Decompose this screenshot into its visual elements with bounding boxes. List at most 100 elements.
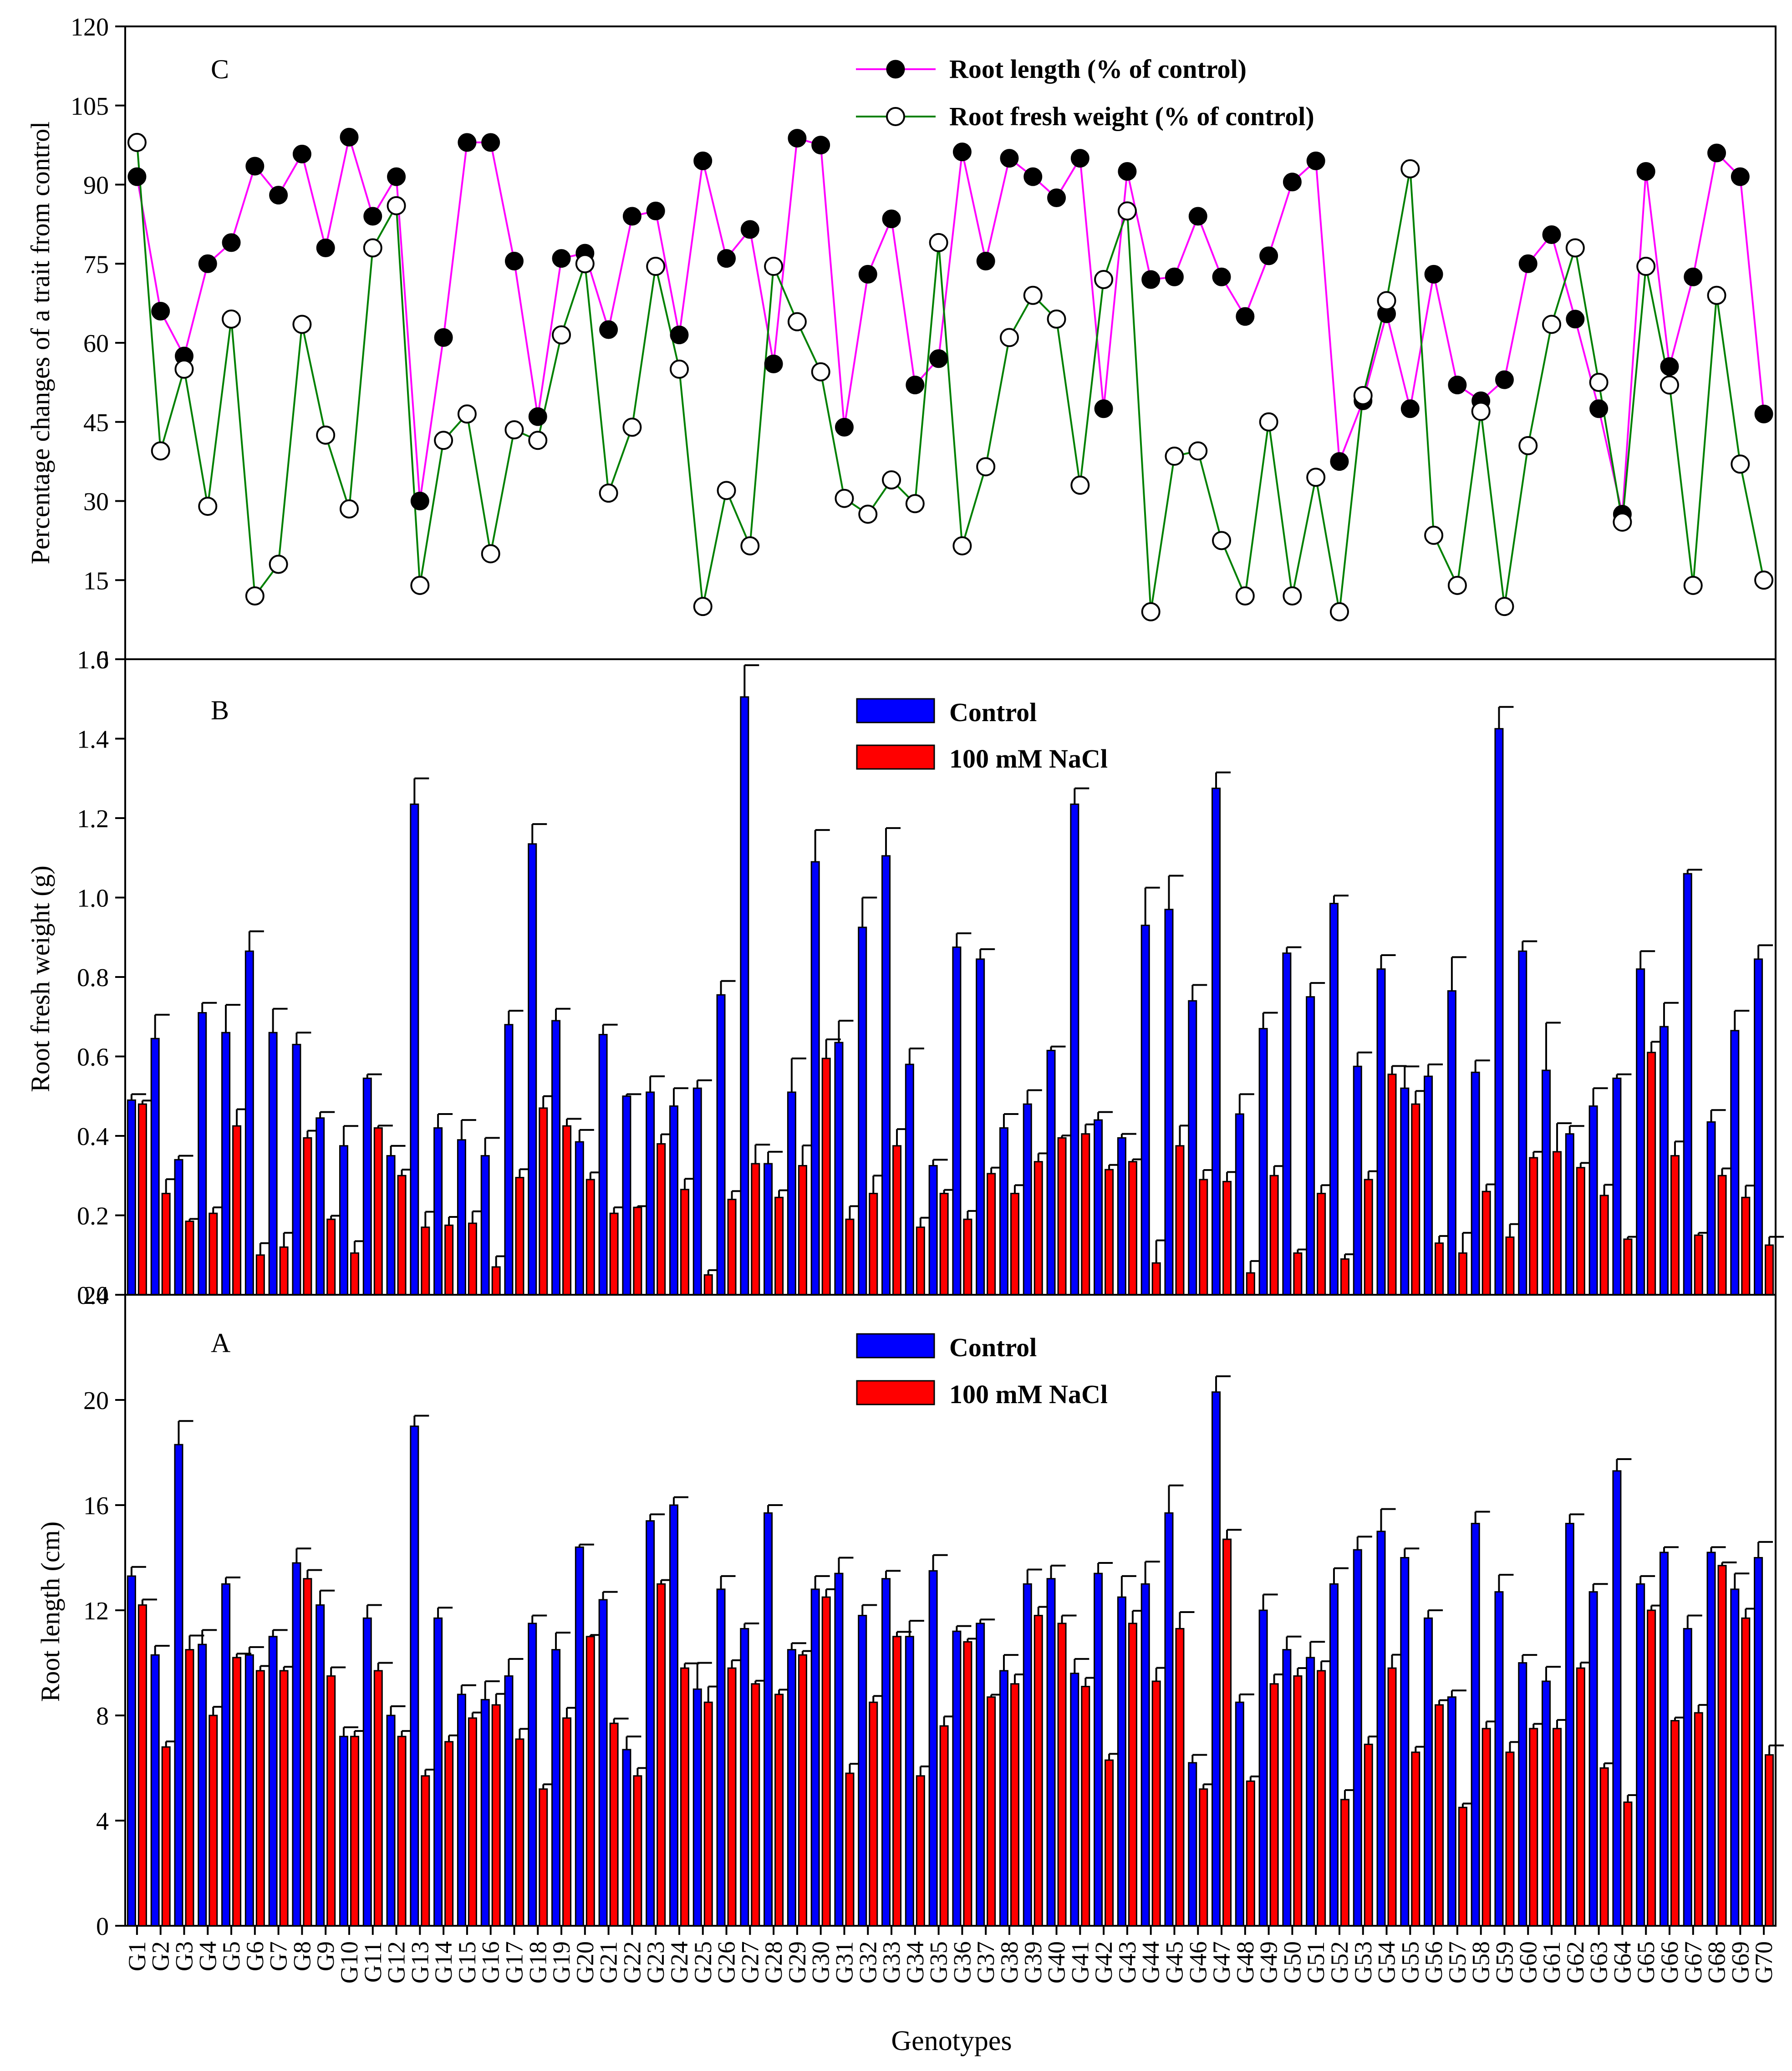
root-fresh-weight-point bbox=[646, 257, 666, 276]
x-tick-label: G24 bbox=[666, 1941, 693, 1984]
root-fresh-weight-point bbox=[1259, 412, 1278, 432]
control-bar bbox=[1212, 788, 1221, 1296]
legend-marker-root-length bbox=[886, 60, 905, 79]
root-fresh-weight-point bbox=[151, 441, 170, 461]
root-fresh-weight-point bbox=[1094, 270, 1114, 289]
control-bar bbox=[1140, 1583, 1150, 1927]
control-bar bbox=[1212, 1391, 1221, 1927]
root-length-point bbox=[198, 254, 217, 273]
x-tick-label: G4 bbox=[194, 1941, 221, 1971]
nacl-bar bbox=[1293, 1675, 1303, 1927]
root-length-point bbox=[269, 186, 288, 205]
root-fresh-weight-point bbox=[858, 504, 878, 524]
control-bar bbox=[976, 958, 985, 1296]
root-length-point bbox=[222, 233, 241, 252]
root-fresh-weight-point bbox=[952, 536, 972, 555]
nacl-bar bbox=[916, 1226, 925, 1296]
nacl-bar bbox=[515, 1738, 524, 1927]
nacl-bar bbox=[539, 1107, 548, 1296]
root-length-point bbox=[504, 251, 524, 270]
nacl-bar bbox=[1553, 1728, 1562, 1927]
root-fresh-weight-point bbox=[1447, 575, 1467, 595]
root-fresh-weight-point bbox=[999, 328, 1019, 347]
nacl-bar bbox=[1387, 1074, 1397, 1296]
root-length-point bbox=[1754, 404, 1773, 423]
x-tick-label: G29 bbox=[784, 1941, 811, 1984]
x-tick-label: G19 bbox=[548, 1941, 575, 1984]
x-tick-label: G12 bbox=[383, 1941, 410, 1984]
nacl-bar bbox=[869, 1193, 878, 1296]
root-fresh-weight-point bbox=[1565, 238, 1585, 258]
control-bar bbox=[598, 1599, 608, 1927]
control-bar bbox=[1542, 1069, 1551, 1296]
nacl-bar bbox=[1694, 1712, 1703, 1927]
x-tick-label: G70 bbox=[1750, 1941, 1777, 1984]
panel-c: C 0 15 30 45 60 75 90 105 120 Percentage changes… bbox=[25, 13, 1777, 674]
root-length-point bbox=[1542, 225, 1561, 244]
nacl-bar bbox=[373, 1127, 383, 1296]
nacl-bar bbox=[1670, 1720, 1680, 1927]
nacl-bar bbox=[1151, 1680, 1161, 1927]
control-bar bbox=[1376, 1531, 1386, 1927]
root-length-point bbox=[906, 376, 925, 395]
y-tick-label: 120 bbox=[71, 13, 109, 41]
root-length-point bbox=[127, 167, 147, 186]
nacl-bar bbox=[255, 1670, 265, 1927]
nacl-bar bbox=[987, 1173, 996, 1296]
root-fresh-weight-point bbox=[929, 233, 948, 252]
legend-label-control: Control bbox=[949, 697, 1037, 727]
y-tick-label: 0.2 bbox=[77, 1202, 109, 1231]
legend-label-nacl: 100 mM NaCl bbox=[949, 744, 1108, 773]
panel-a-y-axis: 0 4 8 12 16 20 24 bbox=[83, 1282, 125, 1941]
y-tick-label: 90 bbox=[83, 172, 109, 200]
root-fresh-weight-point bbox=[245, 586, 265, 606]
nacl-bar bbox=[1717, 1175, 1727, 1296]
root-fresh-weight-point bbox=[528, 431, 548, 450]
nacl-bar bbox=[1317, 1193, 1326, 1296]
control-bar bbox=[174, 1159, 183, 1296]
nacl-bar bbox=[1222, 1538, 1232, 1927]
panel-c-y-axis-title: Percentage changes of a trait from contr… bbox=[25, 122, 55, 565]
x-tick-label: G64 bbox=[1609, 1941, 1636, 1984]
root-fresh-weight-point bbox=[1495, 597, 1514, 616]
control-bar bbox=[386, 1155, 396, 1296]
control-bar bbox=[1282, 952, 1292, 1296]
control-bar bbox=[1023, 1583, 1032, 1927]
x-tick-label: G66 bbox=[1656, 1941, 1683, 1984]
control-bar bbox=[1447, 990, 1456, 1296]
nacl-bar bbox=[798, 1654, 807, 1927]
control-bar bbox=[1542, 1680, 1551, 1927]
control-bar bbox=[1070, 1673, 1079, 1927]
control-bar bbox=[127, 1575, 136, 1927]
nacl-bar bbox=[1387, 1667, 1397, 1927]
panel-b-y-axis-title: Root fresh weight (g) bbox=[25, 865, 55, 1092]
root-fresh-weight-point bbox=[1377, 291, 1396, 310]
nacl-bar bbox=[1175, 1628, 1185, 1927]
root-fresh-weight-point bbox=[1471, 402, 1491, 421]
control-bar bbox=[1494, 1591, 1504, 1927]
nacl-bar bbox=[350, 1252, 359, 1296]
nacl-bar bbox=[1599, 1195, 1609, 1296]
control-bar bbox=[1400, 1087, 1410, 1296]
control-bar bbox=[528, 843, 537, 1296]
control-bar bbox=[575, 1546, 584, 1927]
nacl-bar bbox=[1553, 1151, 1562, 1296]
nacl-bar bbox=[562, 1717, 572, 1927]
root-length-point bbox=[528, 407, 547, 426]
root-length-point bbox=[952, 142, 972, 162]
nacl-bar bbox=[1364, 1179, 1373, 1296]
root-fresh-weight-point bbox=[1754, 570, 1774, 590]
root-length-point bbox=[245, 157, 265, 176]
nacl-bar bbox=[939, 1725, 949, 1927]
panel-a-y-axis-title: Root length (cm) bbox=[36, 1521, 65, 1702]
panel-a-bars bbox=[127, 1375, 1784, 1927]
x-tick-label: G63 bbox=[1585, 1941, 1613, 1984]
control-bar bbox=[221, 1583, 231, 1927]
x-tick-label: G13 bbox=[406, 1941, 433, 1984]
control-bar bbox=[433, 1127, 443, 1296]
nacl-bar bbox=[727, 1667, 737, 1927]
control-bar bbox=[646, 1091, 655, 1296]
panel-c-series bbox=[127, 127, 1774, 621]
x-tick-label: G61 bbox=[1538, 1941, 1565, 1984]
control-bar bbox=[928, 1570, 938, 1927]
